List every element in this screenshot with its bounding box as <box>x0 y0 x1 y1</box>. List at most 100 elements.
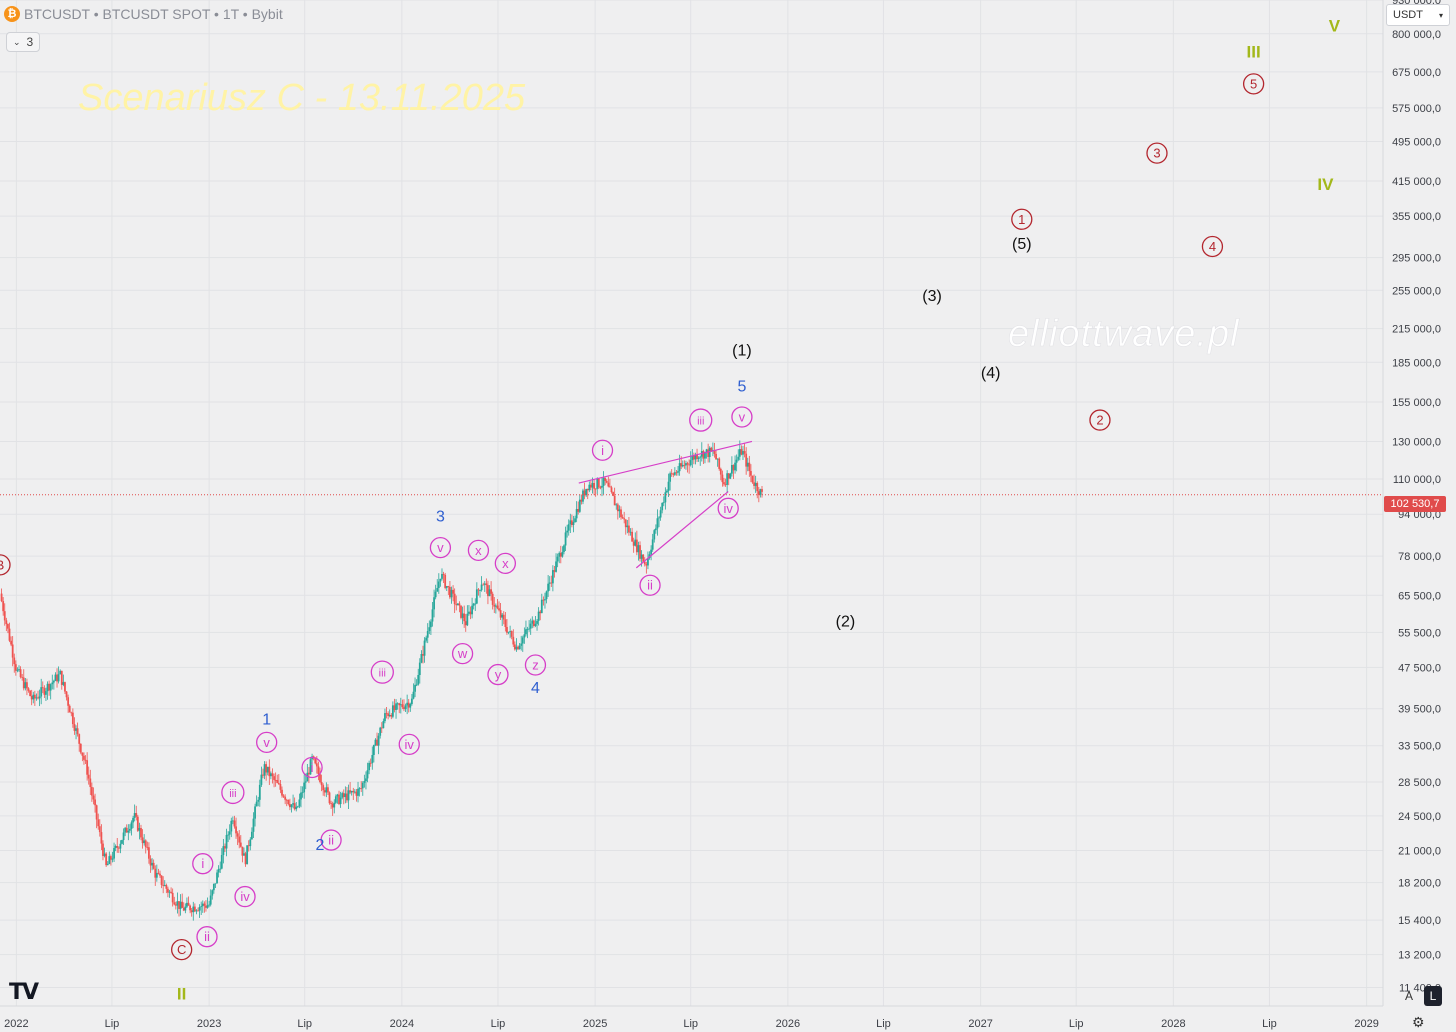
candle-body <box>322 785 325 791</box>
candle-body <box>472 603 475 606</box>
currency-select[interactable]: USDT ▾ <box>1386 4 1450 26</box>
wave-label: 4 <box>531 680 540 697</box>
wave-label-circle <box>1201 235 1224 258</box>
candle-body <box>692 456 695 460</box>
candle-body <box>732 464 735 471</box>
candle-body <box>704 452 706 459</box>
candle-body <box>624 519 627 528</box>
candle-body <box>726 473 729 485</box>
candle-body <box>407 702 410 708</box>
candle-body <box>742 451 744 455</box>
candle-body <box>334 796 337 803</box>
candle-body <box>658 517 660 519</box>
candle-body <box>718 458 721 469</box>
candle-body <box>106 863 109 866</box>
candle-body <box>686 463 689 465</box>
candle-body <box>583 490 586 496</box>
candle-body <box>105 853 108 866</box>
candle-body <box>151 862 153 866</box>
candle-body <box>737 456 740 460</box>
candle-body <box>40 687 43 697</box>
candle-body <box>125 827 128 833</box>
candle-body <box>51 682 54 685</box>
candle-body <box>653 530 656 540</box>
price-tick-label: 930 000,0 <box>1392 0 1441 7</box>
candle-body <box>377 735 380 746</box>
candle-body <box>618 509 621 512</box>
price-tick-label: 15 400,0 <box>1398 915 1441 927</box>
candle-body <box>265 764 268 773</box>
candle-body <box>314 758 317 764</box>
price-axis: 930 000,0 800 000,0 675 000,0 575 000,0 495 … <box>1392 0 1441 995</box>
candle-body <box>86 760 89 775</box>
wave-label: IV <box>1317 175 1334 194</box>
candle-body <box>168 891 171 893</box>
wave-label: 5 <box>1250 76 1257 91</box>
candle-body <box>445 586 448 588</box>
candle-body <box>463 613 466 622</box>
candle-body <box>434 591 437 598</box>
chevron-down-icon: ⌄ <box>13 36 21 47</box>
candle-body <box>759 489 762 495</box>
wave-label-circle <box>591 439 614 461</box>
candle-body <box>401 704 404 708</box>
candle-body <box>570 520 573 525</box>
wave-label: 3 <box>436 508 445 525</box>
candle-body <box>561 551 564 557</box>
indicator-toggle[interactable]: ⌄ 3 <box>6 32 41 52</box>
candle-body <box>395 703 397 710</box>
candle-body <box>716 458 719 460</box>
candle-body <box>414 684 416 692</box>
wave-label: ii <box>328 833 334 848</box>
time-tick-label: 2026 <box>776 1018 800 1030</box>
candle-body <box>73 724 76 731</box>
candle-body <box>178 901 180 909</box>
candle-body <box>469 611 472 615</box>
candle-body <box>159 873 161 876</box>
candle-body <box>593 482 595 489</box>
wave-label-circle <box>301 756 323 779</box>
candle-body <box>517 646 519 650</box>
time-axis: 2022 Lip 2023 Lip 2024 Lip 2025 Lip 2026 Lip 2027 L… <box>4 1018 1379 1030</box>
candle-body <box>635 539 638 553</box>
candle-body <box>677 471 679 473</box>
candle-body <box>27 688 30 691</box>
candle-body <box>528 628 531 630</box>
candle-body <box>171 892 174 903</box>
candle-body <box>637 545 640 553</box>
tradingview-logo[interactable]: TV <box>9 980 39 1005</box>
wave-label-circle <box>234 885 256 908</box>
candle-body <box>450 589 453 598</box>
auto-scale-button[interactable]: A <box>1404 989 1413 1003</box>
time-tick-label: 2025 <box>583 1018 607 1030</box>
candle-body <box>487 585 489 597</box>
candle-body <box>350 790 353 793</box>
candle-body <box>60 670 63 685</box>
gear-icon[interactable]: ⚙ <box>1412 1014 1425 1030</box>
symbol-header[interactable]: ₿ BTCUSDT • BTCUSDT SPOT • 1T • Bybit <box>4 6 283 22</box>
candle-body <box>404 705 407 710</box>
candle-body <box>289 804 291 808</box>
candle-body <box>724 484 727 486</box>
candle-body <box>672 473 675 475</box>
candle-body <box>507 631 510 633</box>
candle-body <box>29 690 31 696</box>
candle-body <box>740 449 743 455</box>
candle-body <box>155 872 158 878</box>
wave-label-circle <box>320 829 342 851</box>
wave-label: v <box>739 409 746 424</box>
candle-body <box>626 525 629 528</box>
candle-body <box>563 545 565 552</box>
candle-body <box>455 604 458 606</box>
candle-body <box>523 634 526 638</box>
candle-body <box>231 820 234 822</box>
candle-body <box>537 611 540 621</box>
wave-label-circle <box>0 554 11 576</box>
candle-body <box>713 450 716 454</box>
candle-body <box>645 564 648 566</box>
candle-body <box>146 847 149 848</box>
candle-body <box>338 794 340 805</box>
log-scale-button[interactable]: L <box>1424 986 1442 1006</box>
candle-body <box>453 593 456 605</box>
